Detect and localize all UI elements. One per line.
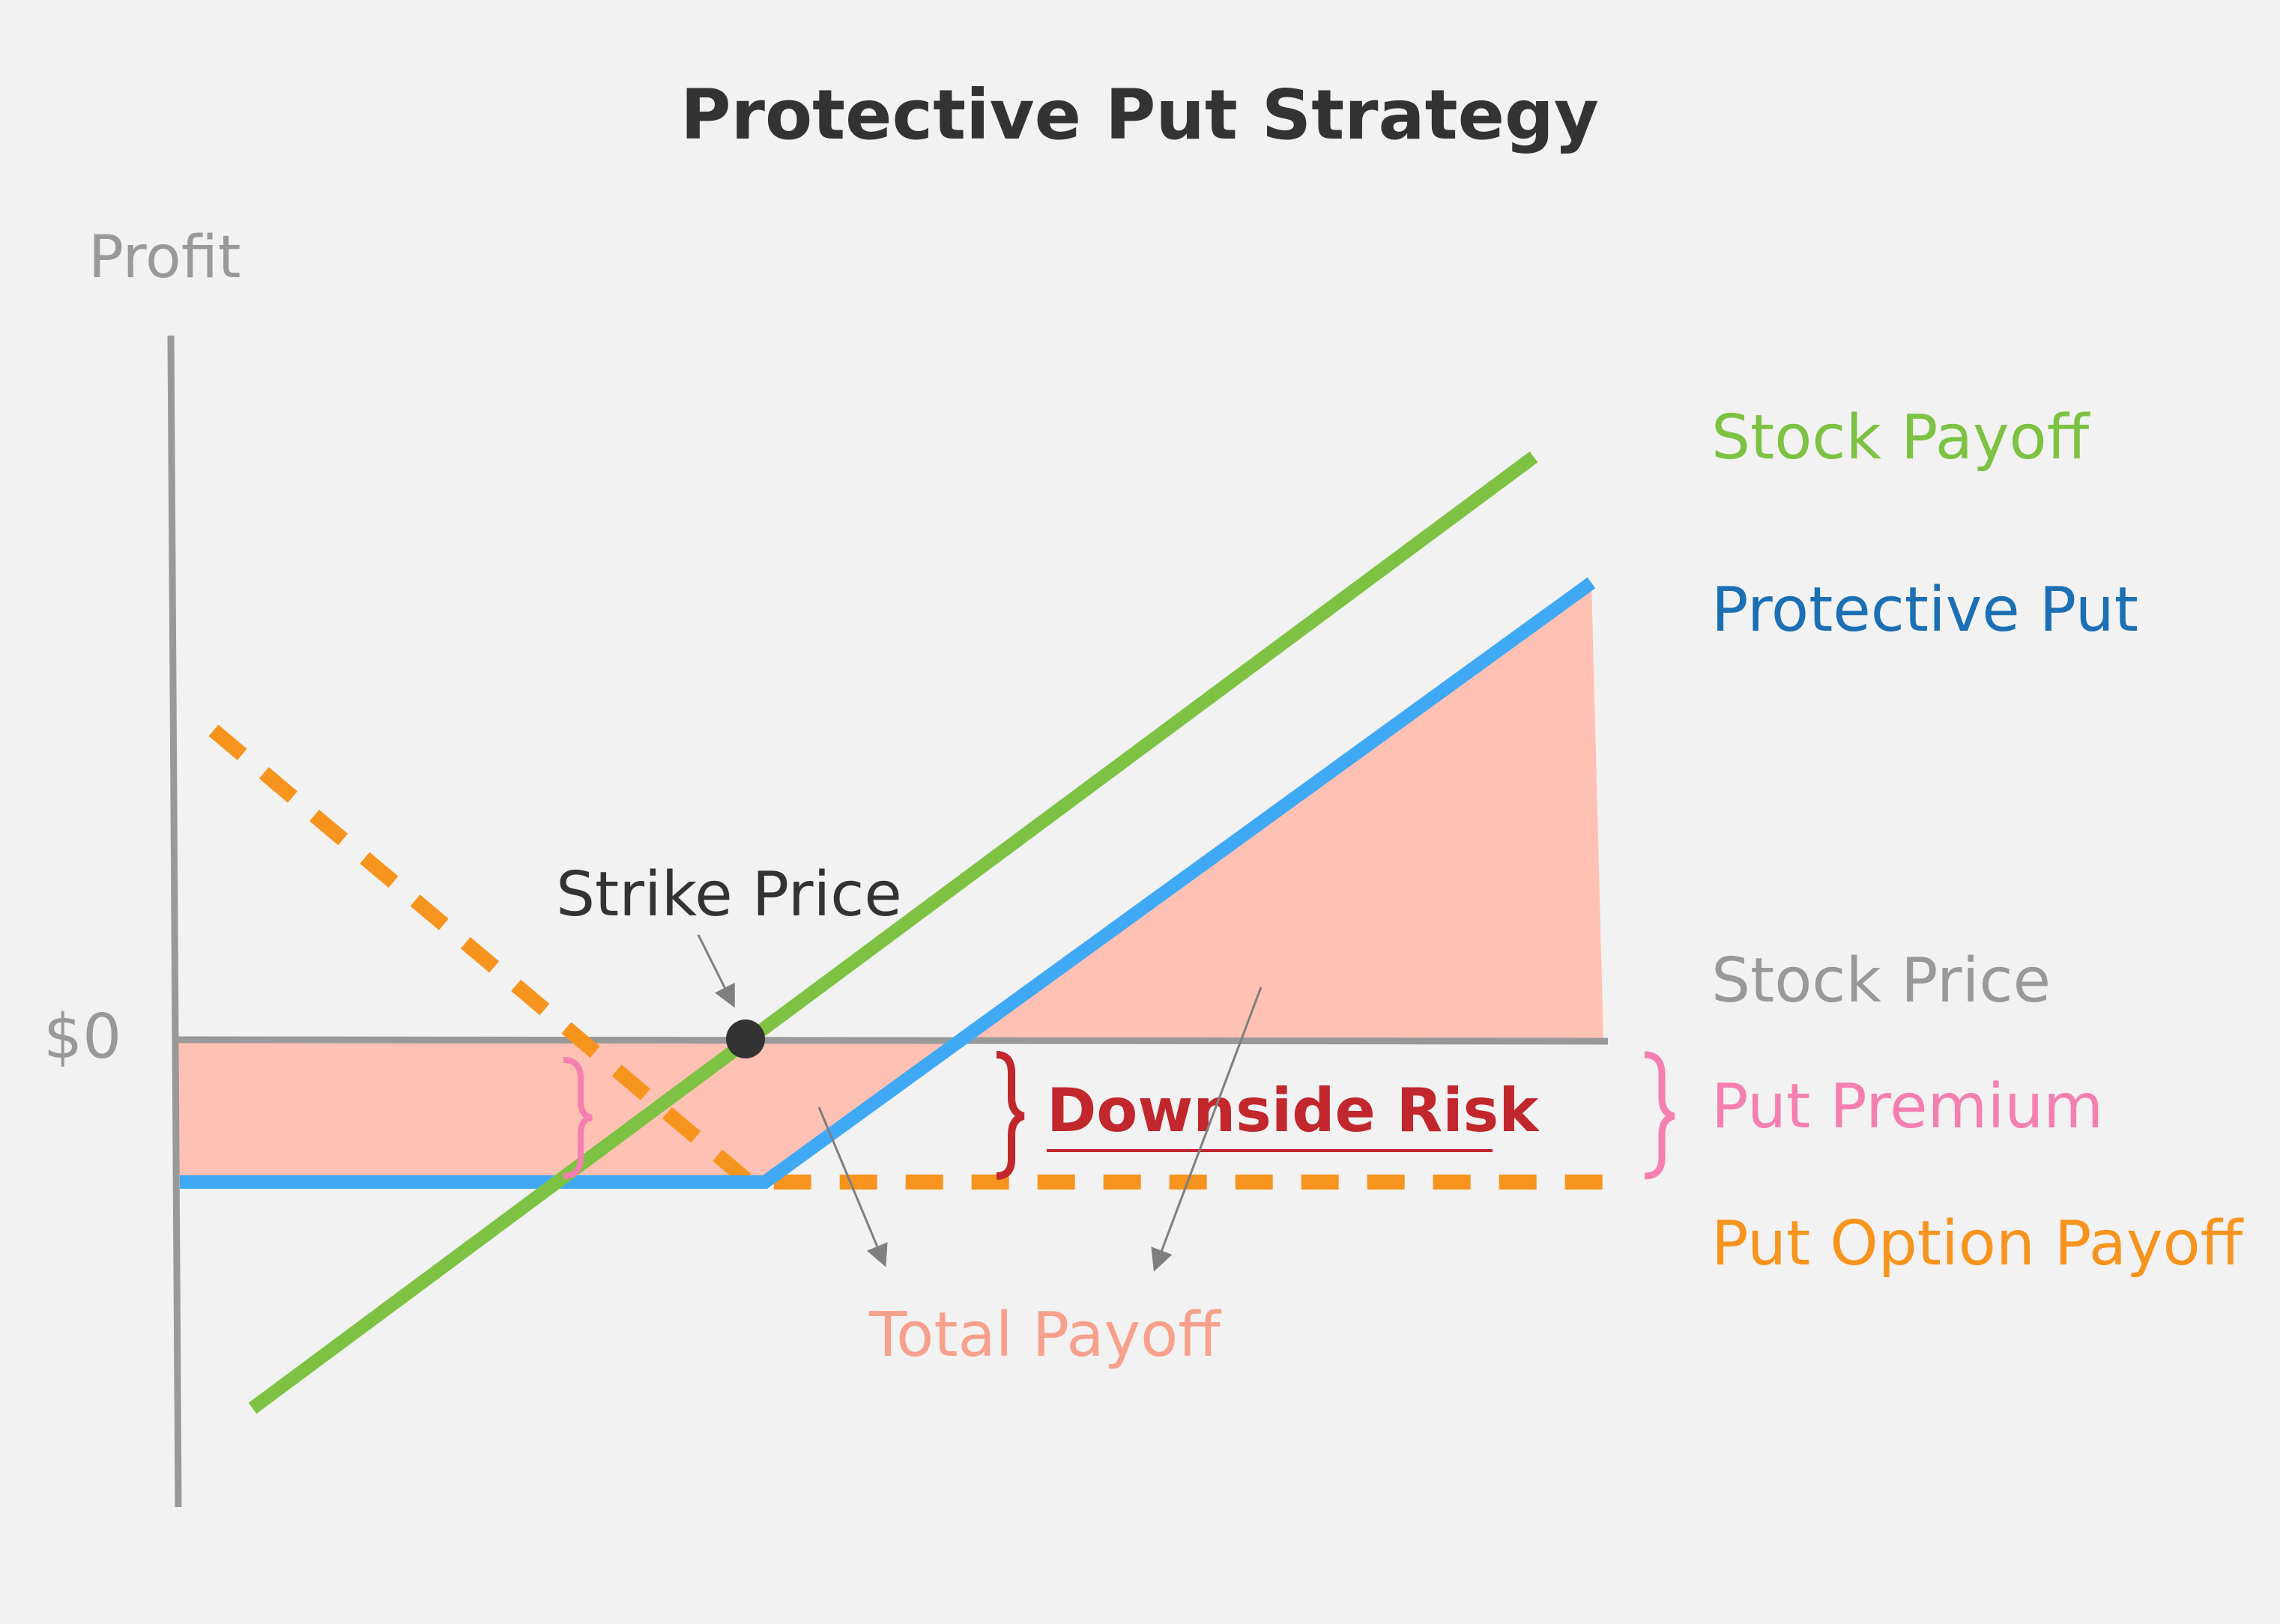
legend-stock-price: Stock Price [1711,945,2051,1016]
strike-price-arrow [697,934,735,1008]
legend-put-premium: Put Premium [1711,1071,2103,1142]
stock-price-axis [177,1036,1609,1045]
strike-price-label: Strike Price [556,859,902,930]
legend-put-option-payoff: Put Option Payoff [1711,1208,2245,1279]
protective-put-line [180,577,1596,1189]
total-payoff-band [178,1040,961,1182]
left-premium-brace [563,1057,593,1179]
total-payoff-arrow-right [1151,987,1263,1272]
diagram-title: Protective Put Strategy [680,75,1599,155]
legend-protective-put: Protective Put [1711,575,2138,646]
total-payoff-label: Total Payoff [868,1300,1222,1371]
y-axis [167,335,182,1508]
downside-risk-label: Downside Risk [1047,1076,1540,1145]
strike-price-marker [726,1019,765,1058]
put-option-payoff-line [208,724,1603,1190]
legend-stock-payoff: Stock Payoff [1711,402,2091,473]
stock-payoff-line [248,451,1538,1414]
put-premium-brace [1644,1051,1675,1180]
downside-risk-brace [996,1051,1025,1180]
total-payoff-arrow-left [817,1106,888,1267]
zero-profit-label: $0 [43,1002,121,1073]
y-axis-label: Profit [88,224,241,291]
